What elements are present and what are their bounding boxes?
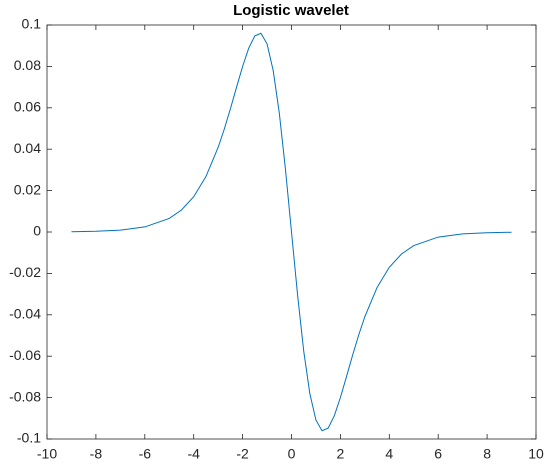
x-tick-label: -6 <box>139 446 152 462</box>
x-tick-label: 0 <box>288 446 296 462</box>
x-tick-label: 4 <box>385 446 393 462</box>
y-tick-label: 0.08 <box>14 57 41 73</box>
x-tick-label: 2 <box>337 446 345 462</box>
y-tick-label: -0.06 <box>9 347 41 363</box>
x-tick-label: 6 <box>434 446 442 462</box>
y-tick-label: 0.04 <box>14 140 41 156</box>
y-tick-label: 0.02 <box>14 181 41 197</box>
data-line <box>71 32 512 432</box>
y-tick-label: 0.1 <box>22 16 42 32</box>
x-tick-label: -2 <box>236 446 249 462</box>
y-tick-label: 0.06 <box>14 99 41 115</box>
y-tick-label: -0.04 <box>9 306 41 322</box>
x-tick-label: -4 <box>187 446 200 462</box>
chart-title: Logistic wavelet <box>233 2 349 19</box>
y-tick-label: -0.1 <box>17 430 41 446</box>
x-tick-label: -8 <box>90 446 103 462</box>
y-tick-label: -0.02 <box>9 264 41 280</box>
x-tick-label: -10 <box>37 446 57 462</box>
y-tick-label: 0 <box>33 223 41 239</box>
x-tick-label: 10 <box>528 446 544 462</box>
x-tick-label: 8 <box>483 446 491 462</box>
y-tick-label: -0.08 <box>9 388 41 404</box>
